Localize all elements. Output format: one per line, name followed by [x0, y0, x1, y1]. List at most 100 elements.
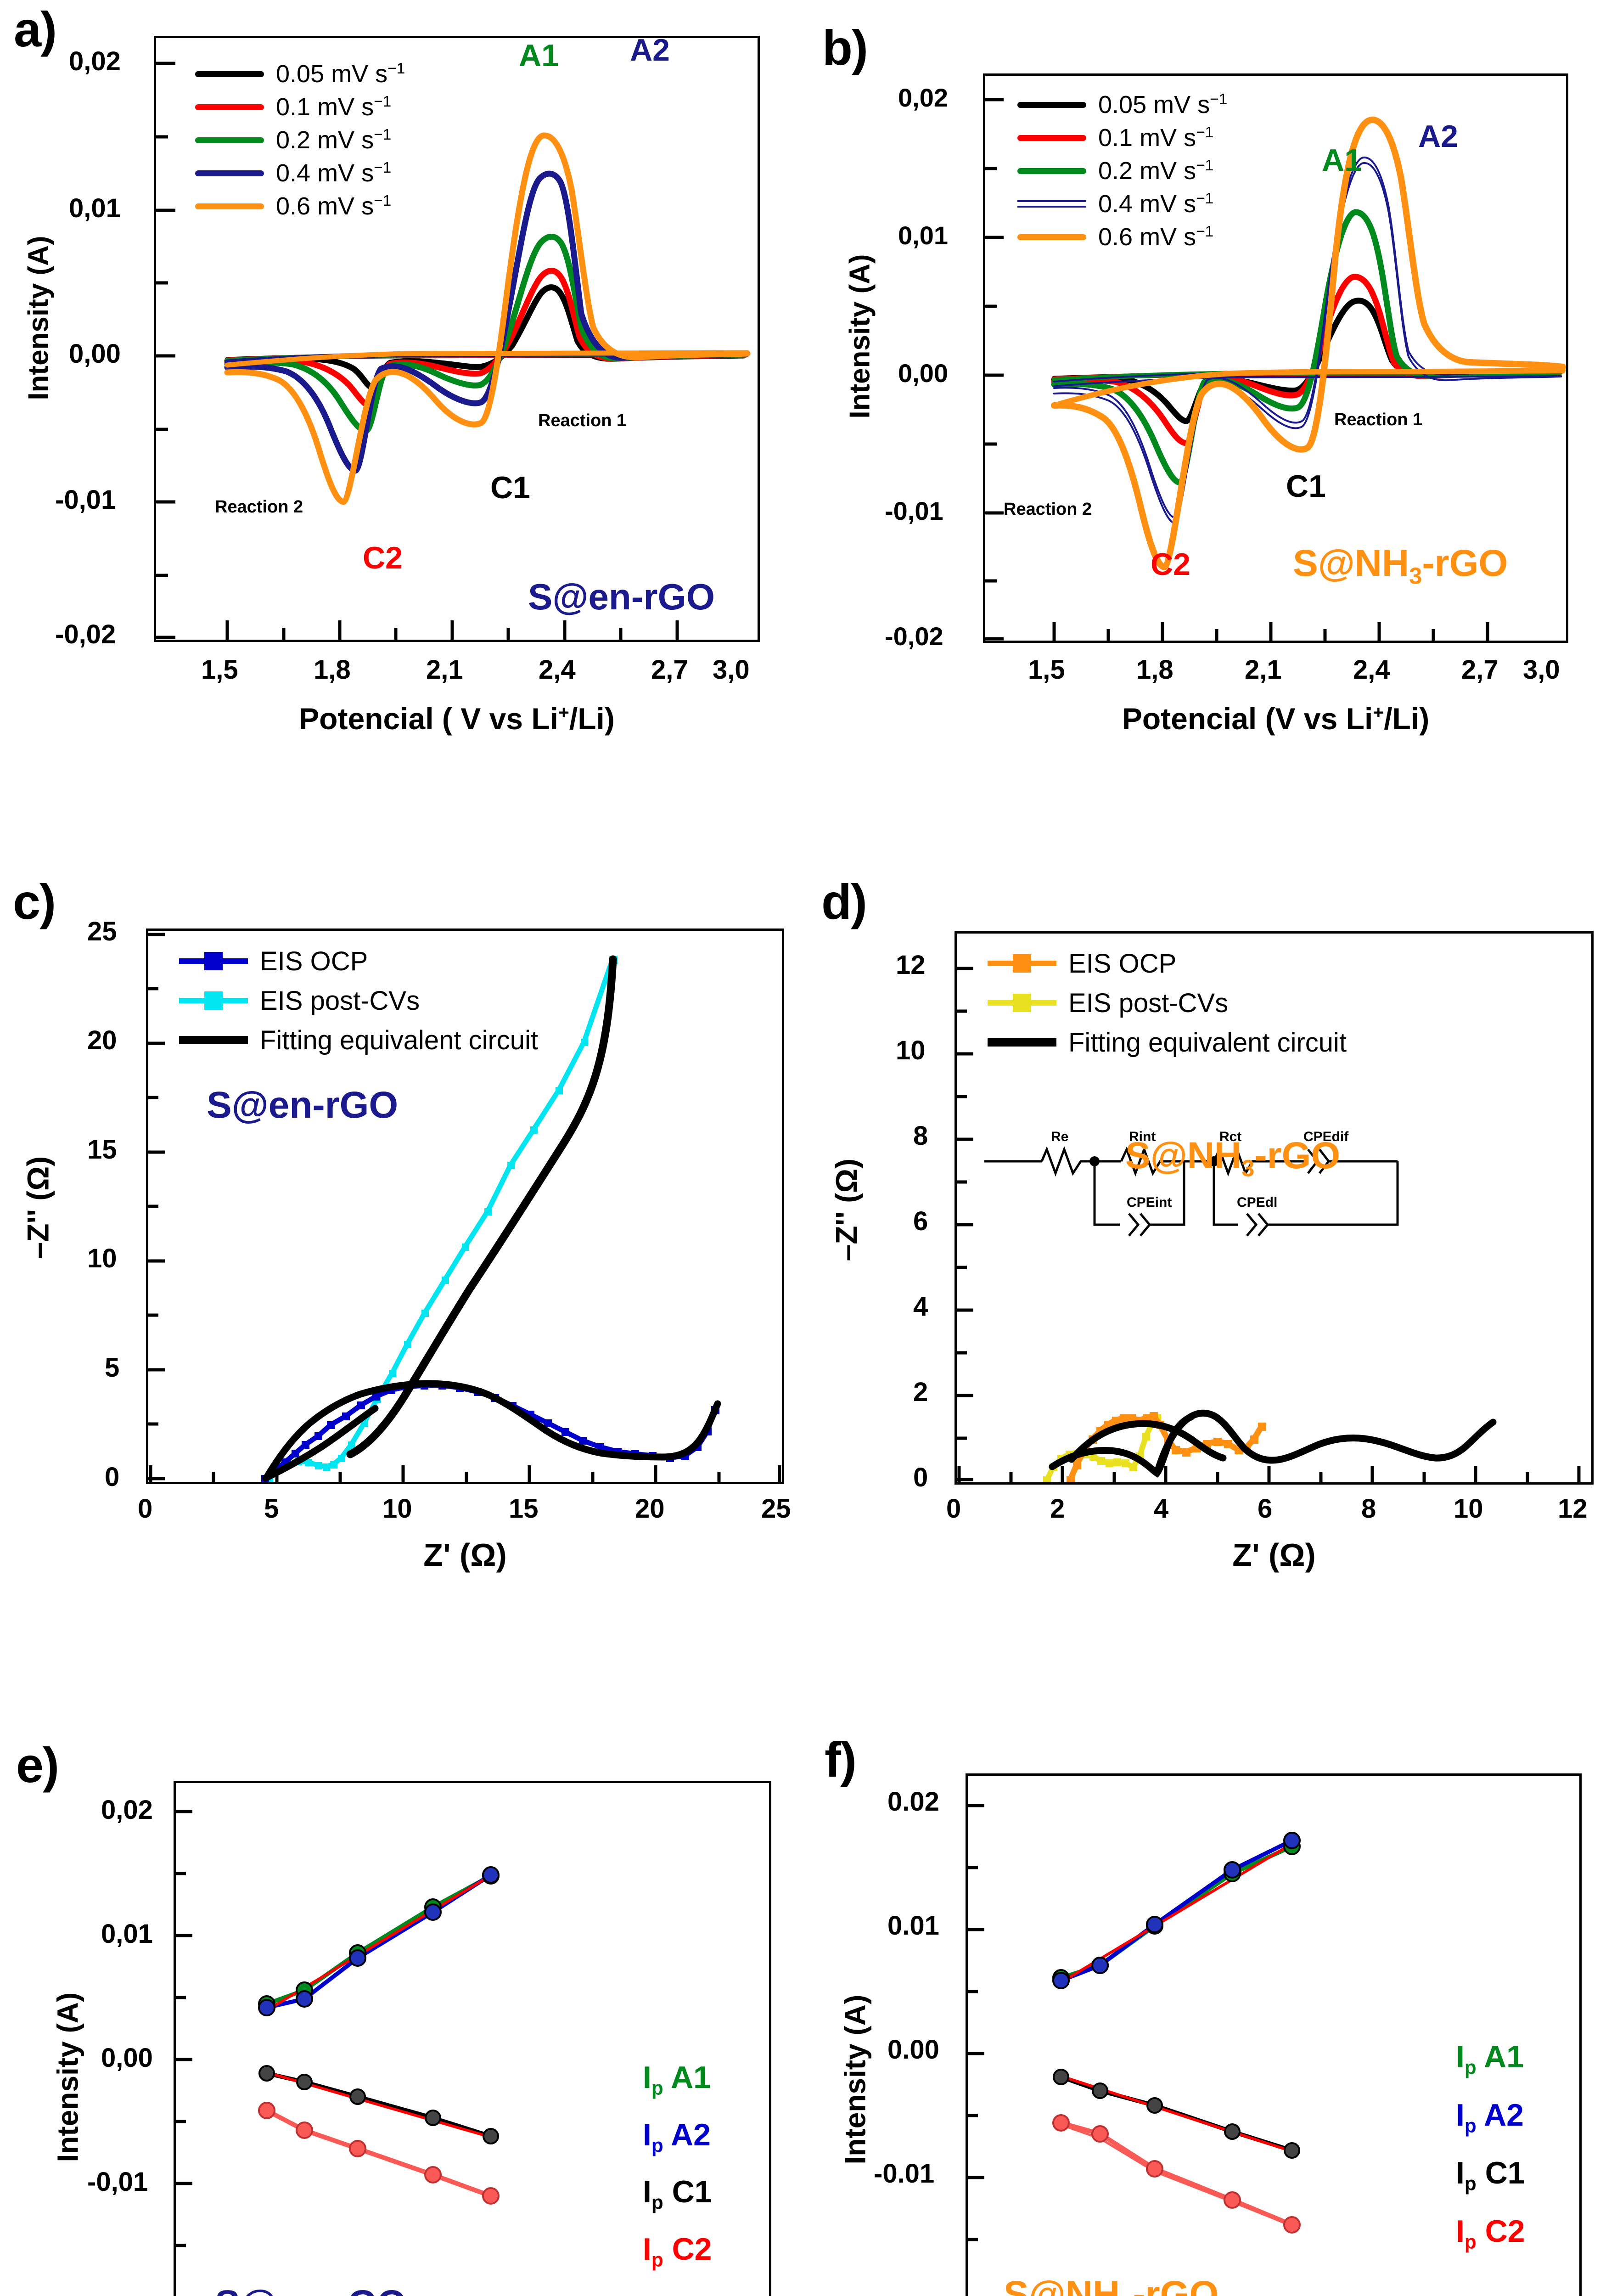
- panel-d-xtick-1: 2: [1050, 1494, 1065, 1524]
- legend-label: 0.1 mV s−1: [1098, 124, 1214, 152]
- panel-b-legend-item-2[interactable]: 0.2 mV s−1: [1017, 154, 1227, 187]
- panel-b-annot-c2: C2: [1151, 547, 1190, 582]
- panel-b-legend-item-1[interactable]: 0.1 mV s−1: [1017, 121, 1227, 154]
- panel-e-legend-ip-c2: Ip C2: [643, 2231, 712, 2271]
- panel-c-ytick-10: 10: [87, 1244, 117, 1273]
- panel-d-xtick-5: 10: [1454, 1494, 1483, 1524]
- panel-d-xtick-0: 0: [946, 1494, 961, 1524]
- legend-line-swatch: [1017, 168, 1086, 174]
- fitting-curve-low-freq: [262, 1405, 379, 1482]
- legend-line-swatch: [1017, 234, 1086, 240]
- legend-label: 0.6 mV s−1: [276, 192, 392, 220]
- circuit-label-rint: Rint: [1129, 1129, 1156, 1144]
- panel-a-legend-item-3[interactable]: 0.4 mV s−1: [195, 157, 405, 190]
- panel-a-xlabel: Potencial ( V vs Li+/Li): [299, 702, 615, 736]
- panel-e-legend-ip-a2: Ip A2: [643, 2117, 711, 2156]
- panel-d-ytick-0: 0: [913, 1463, 928, 1492]
- panel-d-plot-area: Re Rint Rct CPEdif CPEint CPEdl: [954, 931, 1594, 1485]
- panel-f-ytick-3: -0.01: [874, 2159, 935, 2189]
- panel-c-xtick-3: 15: [509, 1494, 539, 1524]
- panel-d-xtick-3: 6: [1258, 1494, 1273, 1524]
- panel-a-legend-item-1[interactable]: 0.1 mV s−1: [195, 90, 405, 124]
- panel-c-xtick-2: 10: [382, 1494, 412, 1524]
- legend-label: 0.05 mV s−1: [1098, 91, 1228, 118]
- panel-b-ytick-0: 0,02: [898, 83, 948, 112]
- panel-f-ylabel: Intensity (A): [838, 1994, 872, 2165]
- panel-c-plot-area: [146, 929, 784, 1484]
- panel-c-xtick-5: 25: [761, 1494, 791, 1524]
- panel-c-nyquist: [148, 933, 781, 1482]
- legend-label: 0.2 mV s−1: [276, 126, 392, 154]
- panel-a-plot-area: [154, 36, 760, 642]
- panel-c-ytick-0: 0: [105, 1462, 120, 1492]
- panel-b-xtick-1: 1,8: [1136, 655, 1173, 685]
- panel-d-legend-item-0[interactable]: EIS OCP: [988, 944, 1347, 983]
- panel-e-letter: e): [16, 1737, 59, 1793]
- panel-a: a): [0, 0, 808, 827]
- panel-b-xlabel-sup: +: [1373, 702, 1384, 723]
- panel-c-legend-item-1[interactable]: EIS post-CVs: [179, 981, 538, 1020]
- panel-e-plot-area: [174, 1781, 771, 2296]
- legend-label: Fitting equivalent circuit: [1068, 1027, 1347, 1058]
- panel-c-letter: c): [13, 874, 56, 929]
- panel-b-annot-reaction2: Reaction 2: [1004, 500, 1092, 519]
- panel-a-xtick-5: 3,0: [713, 655, 750, 685]
- panel-a-xlabel-sup: +: [558, 702, 569, 723]
- panel-f-sample-label: S@NH3-rGO: [1004, 2273, 1219, 2296]
- legend-label: EIS post-CVs: [260, 985, 420, 1016]
- panel-b-legend-item-4[interactable]: 0.6 mV s−1: [1017, 220, 1227, 253]
- panel-b-legend-item-3[interactable]: 0.4 mV s−1: [1017, 187, 1227, 220]
- panel-c-ytick-5: 5: [105, 1353, 120, 1383]
- panel-c-xlabel: Z' (Ω): [423, 1537, 507, 1573]
- panel-a-legend-item-2[interactable]: 0.2 mV s−1: [195, 124, 405, 157]
- panel-e-scatter: [176, 1810, 500, 2247]
- panel-e-series-legend: Ip A1 Ip A2 Ip C1 Ip C2: [643, 2060, 712, 2271]
- panel-e-ytick-1: 0,01: [101, 1919, 153, 1949]
- panel-e-legend-ip-a1: Ip A1: [643, 2060, 711, 2099]
- legend-marker-square-line: [179, 952, 248, 970]
- legend-marker-line: [179, 1036, 248, 1044]
- series-markers-f: [1052, 1832, 1301, 2234]
- panel-d-xtick-4: 8: [1361, 1494, 1376, 1524]
- legend-label: 0.6 mV s−1: [1098, 223, 1214, 251]
- panel-c-legend-item-2[interactable]: Fitting equivalent circuit: [179, 1020, 538, 1060]
- panel-b-annot-c1: C1: [1286, 469, 1326, 504]
- panel-d-legend-item-2[interactable]: Fitting equivalent circuit: [988, 1023, 1347, 1062]
- panel-a-xtick-2: 2,1: [426, 655, 463, 685]
- panel-b-xlabel: Potencial (V vs Li+/Li): [1122, 702, 1430, 736]
- panel-c-legend-item-0[interactable]: EIS OCP: [179, 941, 538, 981]
- panel-c-xtick-1: 5: [264, 1494, 279, 1524]
- panel-d-ytick-10: 10: [896, 1035, 926, 1065]
- panel-b-annot-a2: A2: [1418, 119, 1458, 154]
- legend-label: 0.2 mV s−1: [1098, 157, 1214, 185]
- panel-a-legend-item-0[interactable]: 0.05 mV s−1: [195, 57, 405, 90]
- panel-b-ytick-2: 0,00: [898, 359, 948, 388]
- legend-marker-square-line: [179, 991, 248, 1010]
- panel-b-ylabel: Intensity (A): [844, 254, 876, 419]
- panel-a-ylabel: Intensity (A): [22, 236, 55, 400]
- panel-e: e): [0, 1676, 808, 2296]
- fitting-curve-diffusion: [346, 955, 617, 1458]
- panel-b-annot-reaction1: Reaction 1: [1334, 410, 1423, 429]
- panel-b-sample-label: S@NH3-rGO: [1293, 542, 1508, 589]
- panel-e-ytick-0: 0,02: [101, 1795, 153, 1825]
- panel-a-ytick-3: -0,01: [55, 485, 116, 515]
- panel-b-legend-item-0[interactable]: 0.05 mV s−1: [1017, 88, 1227, 121]
- panel-b-ytick-4: -0,02: [885, 622, 943, 651]
- panel-b-xtick-0: 1,5: [1028, 655, 1065, 685]
- panel-a-legend-item-4[interactable]: 0.6 mV s−1: [195, 190, 405, 223]
- panel-a-ytick-4: -0,02: [55, 619, 116, 649]
- panel-b-xtick-2: 2,1: [1245, 655, 1282, 685]
- panel-a-annot-c1: C1: [490, 470, 530, 505]
- panel-c-sample-label: S@en-rGO: [207, 1084, 399, 1126]
- equivalent-circuit-inset: [984, 1146, 1399, 1237]
- panel-f-legend-ip-a1: Ip A1: [1456, 2039, 1524, 2078]
- panel-e-legend-ip-c1: Ip C1: [643, 2174, 712, 2213]
- legend-line-swatch: [195, 137, 264, 143]
- panel-f-ytick-1: 0.01: [887, 1911, 939, 1941]
- panel-d: d): [808, 827, 1617, 1676]
- panel-c-legend: EIS OCP EIS post-CVs Fitting equivalent …: [179, 941, 538, 1060]
- panel-d-legend-item-1[interactable]: EIS post-CVs: [988, 983, 1347, 1023]
- legend-line-swatch: [195, 170, 264, 176]
- panel-b-ytick-3: -0,01: [885, 496, 943, 525]
